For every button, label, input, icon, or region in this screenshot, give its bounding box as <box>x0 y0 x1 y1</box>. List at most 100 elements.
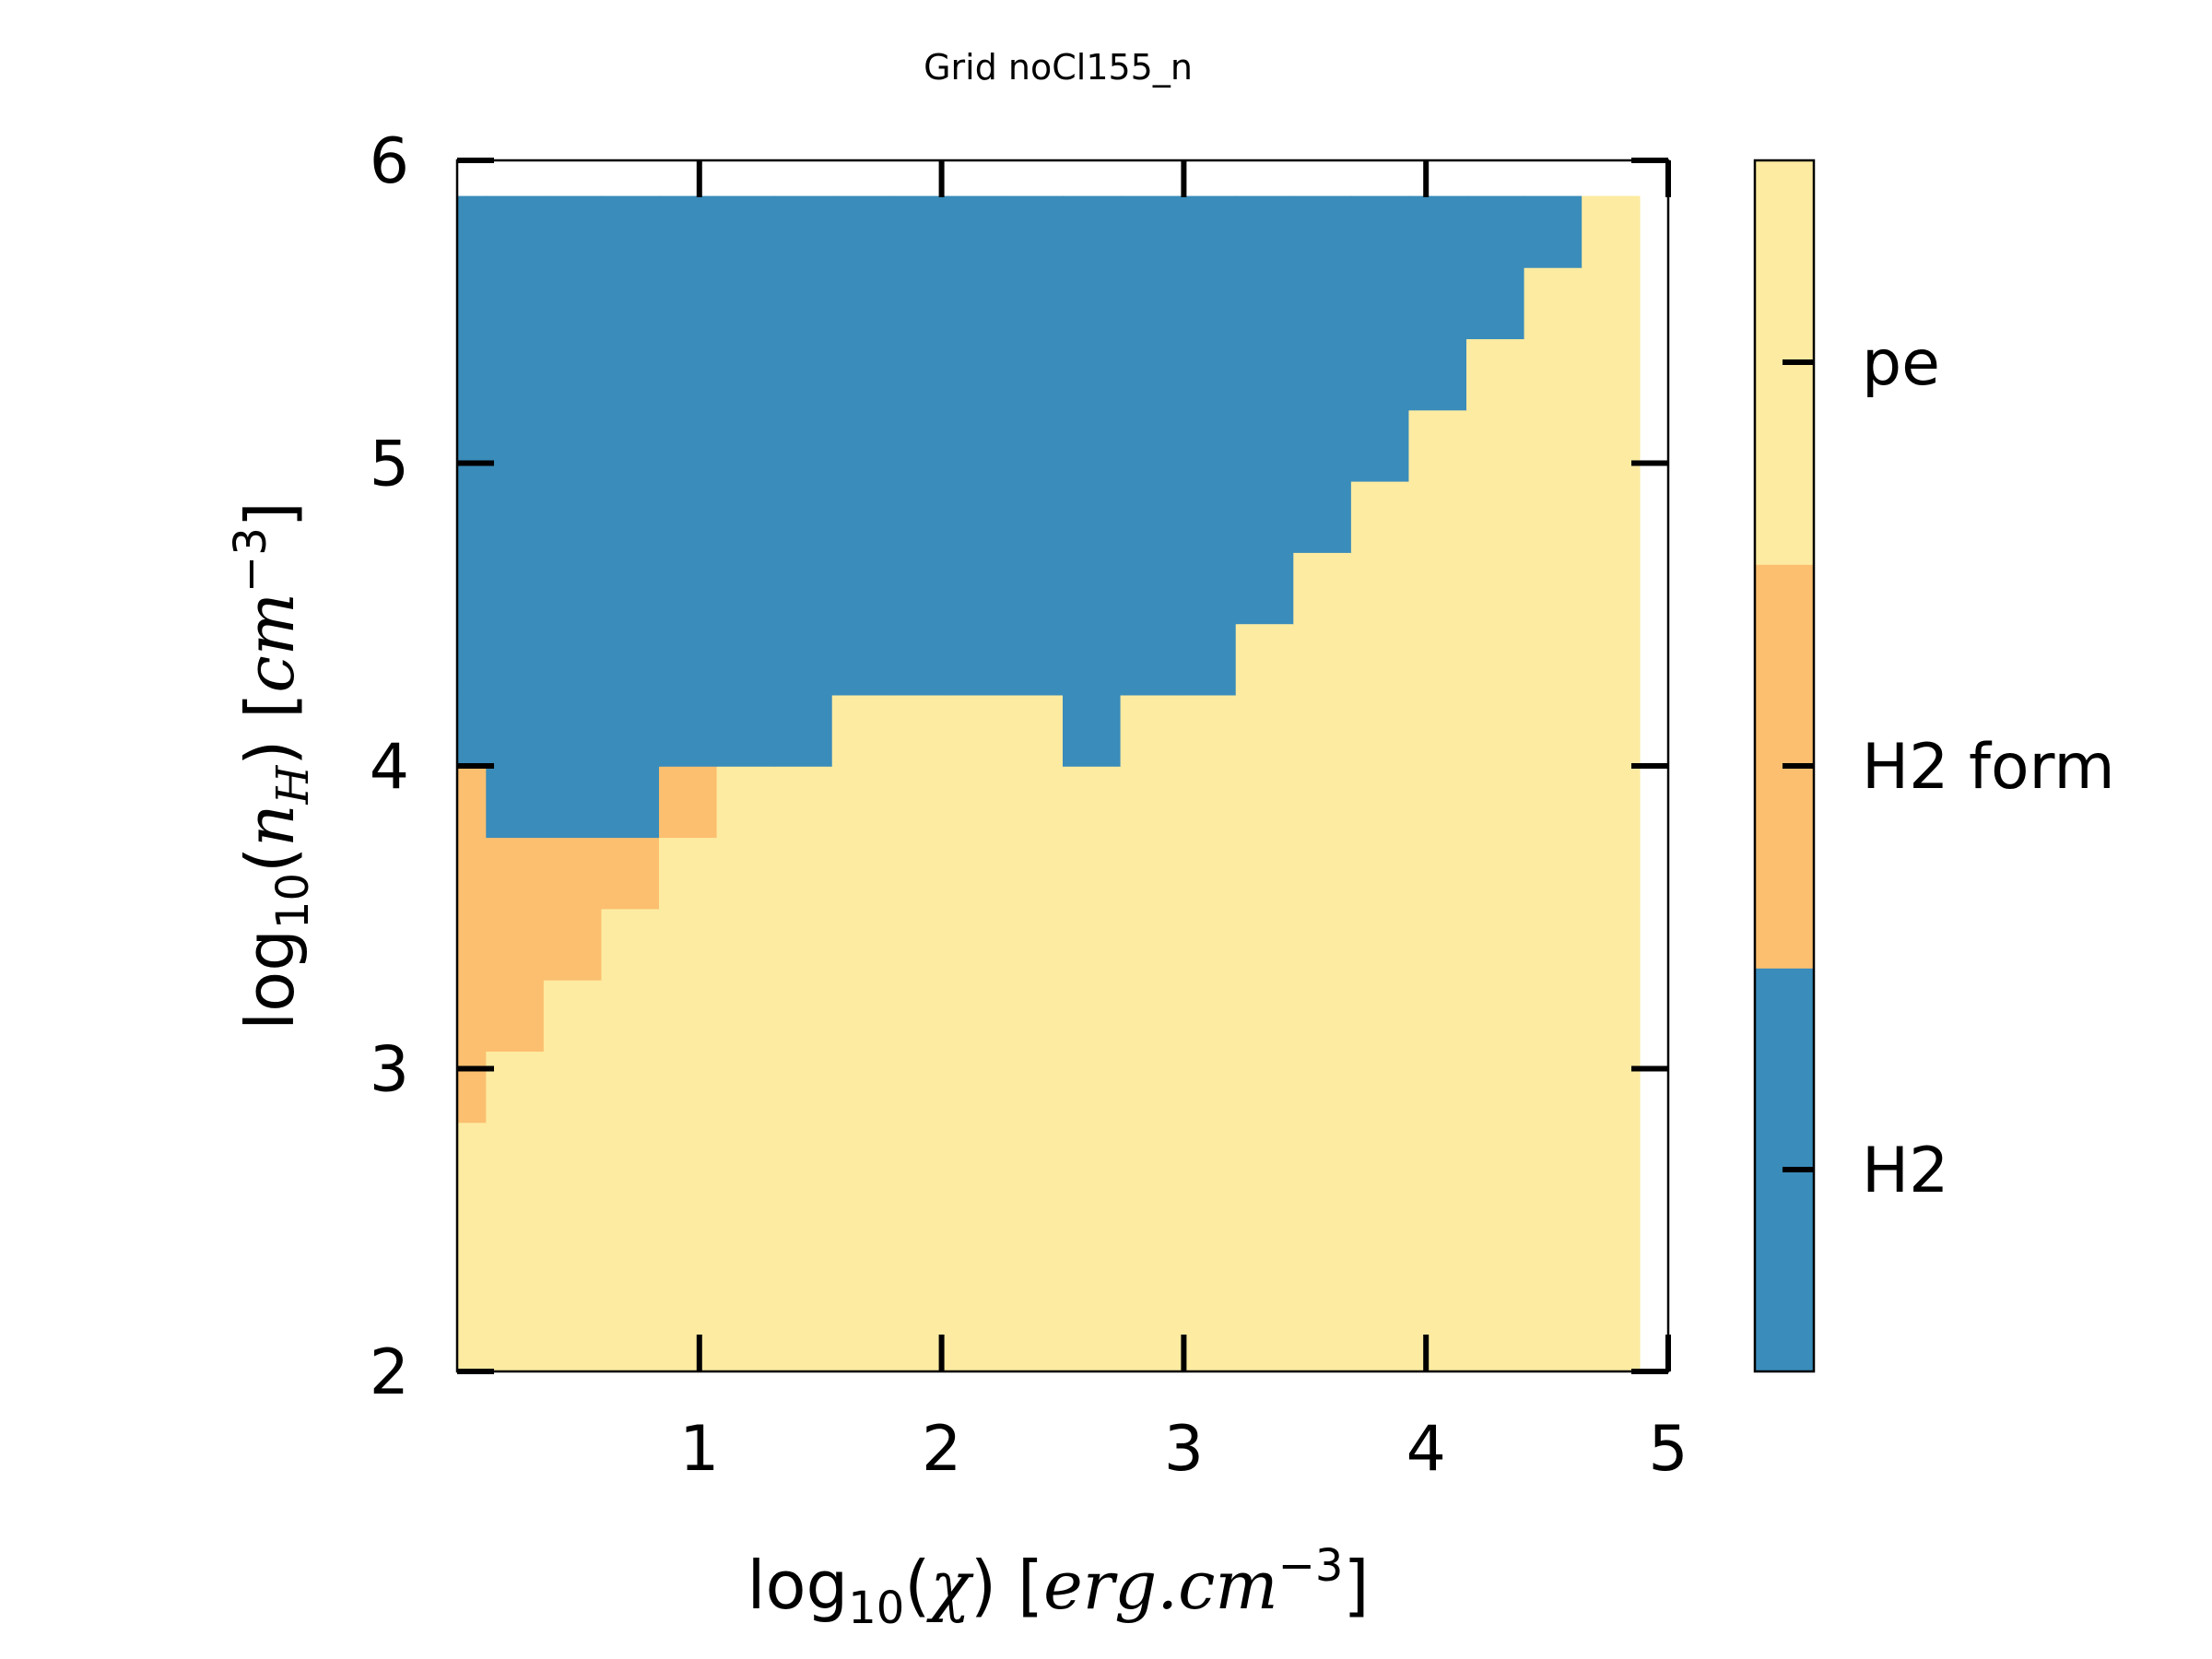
heatmap-cell <box>716 1335 775 1372</box>
heatmap-cell <box>1293 1335 1352 1372</box>
heatmap-cell <box>1120 765 1179 839</box>
heatmap-cell <box>774 765 833 839</box>
heatmap-cell <box>457 195 488 268</box>
heatmap-cell <box>1293 837 1352 910</box>
heatmap-cell <box>1293 552 1352 625</box>
heatmap-cell <box>947 552 1006 625</box>
heatmap-cell <box>947 623 1006 696</box>
heatmap-cell <box>543 623 603 696</box>
heatmap-cell <box>659 979 718 1052</box>
heatmap-cell <box>1120 1265 1179 1337</box>
heatmap-cell <box>659 266 718 340</box>
heatmap-cell <box>1524 480 1583 553</box>
heatmap-cell <box>1178 1051 1237 1124</box>
heatmap-cell <box>831 623 891 696</box>
heatmap-cell <box>774 266 833 340</box>
heatmap-cell <box>1350 694 1410 767</box>
heatmap-cell <box>1582 1193 1641 1265</box>
heatmap-cell <box>1408 409 1467 482</box>
heatmap-cell <box>716 1051 775 1124</box>
heatmap-cell <box>774 1051 833 1124</box>
heatmap-cell <box>1120 195 1179 268</box>
heatmap-cell <box>1408 765 1467 839</box>
heatmap-cell <box>486 1335 545 1372</box>
heatmap-cell <box>774 195 833 268</box>
heatmap-cell <box>716 1265 775 1337</box>
heatmap-cell <box>486 979 545 1052</box>
heatmap-cell <box>659 552 718 625</box>
heatmap-cell <box>543 1265 603 1337</box>
heatmap-cell <box>1178 1122 1237 1194</box>
heatmap-cell <box>1524 765 1583 839</box>
heatmap-cell <box>659 480 718 553</box>
heatmap-cell <box>1178 908 1237 981</box>
heatmap-cell <box>1293 1193 1352 1265</box>
heatmap-cell <box>1582 623 1641 696</box>
heatmap-cell <box>1235 266 1295 340</box>
heatmap-cell <box>1005 338 1064 411</box>
heatmap-cell <box>1005 694 1064 767</box>
x-tick-label: 2 <box>922 1413 961 1486</box>
heatmap-cell <box>1408 837 1467 910</box>
heatmap-cell <box>486 338 545 411</box>
heatmap-cell <box>1063 409 1122 482</box>
heatmap-cell <box>659 1051 718 1124</box>
heatmap-cell <box>1466 1335 1525 1372</box>
heatmap-cell <box>601 1051 660 1124</box>
heatmap-cell <box>1466 1122 1525 1194</box>
heatmap-cell <box>601 623 660 696</box>
heatmap-cell <box>1005 908 1064 981</box>
heatmap-cell <box>1293 908 1352 981</box>
heatmap-cell <box>716 266 775 340</box>
y-axis-label: log10(nH) [cm−3] <box>225 501 319 1030</box>
heatmap-cell <box>831 480 891 553</box>
heatmap-cell <box>1178 694 1237 767</box>
heatmap-cell <box>1524 409 1583 482</box>
heatmap-cell <box>889 1051 948 1124</box>
heatmap-cell <box>1063 694 1122 767</box>
heatmap-cell <box>543 195 603 268</box>
heatmap-cell <box>947 1335 1006 1372</box>
heatmap-cell <box>1466 1051 1525 1124</box>
heatmap-cell <box>1063 1335 1122 1372</box>
heatmap-cell <box>457 338 488 411</box>
colorbar: H2 H2 form pe <box>1753 159 2115 1373</box>
heatmap-cell <box>1408 266 1467 340</box>
heatmap-cell <box>1408 908 1467 981</box>
heatmap-cell <box>1466 266 1525 340</box>
heatmap-cell <box>1408 1051 1467 1124</box>
heatmap-cell <box>1120 552 1179 625</box>
heatmap-cell <box>1120 480 1179 553</box>
heatmap-cell <box>1350 195 1410 268</box>
heatmap-cell <box>1524 1122 1583 1194</box>
heatmap-cell <box>889 195 948 268</box>
heatmap-cell <box>889 409 948 482</box>
heatmap-cell <box>1235 765 1295 839</box>
heatmap-cell <box>1408 480 1467 553</box>
heatmap-cell <box>601 338 660 411</box>
heatmap-cell <box>947 1265 1006 1337</box>
heatmap-cell <box>831 1122 891 1194</box>
heatmap-cell <box>947 908 1006 981</box>
heatmap-cell <box>1466 765 1525 839</box>
heatmap-cell <box>774 1193 833 1265</box>
y-tick-labels: 2 3 4 5 6 <box>370 125 409 1409</box>
heatmap-cell <box>659 765 718 839</box>
heatmap-cell <box>543 837 603 910</box>
heatmap-cell <box>659 908 718 981</box>
heatmap-cell <box>1005 552 1064 625</box>
x-tick-label: 3 <box>1164 1413 1204 1486</box>
heatmap-cell <box>1408 623 1467 696</box>
heatmap-cell <box>1235 195 1295 268</box>
heatmap-cell <box>1235 694 1295 767</box>
heatmap-cell <box>659 837 718 910</box>
heatmap-cell <box>1063 266 1122 340</box>
heatmap-cell <box>889 552 948 625</box>
heatmap-cell <box>601 552 660 625</box>
heatmap-cell <box>1235 552 1295 625</box>
heatmap-cell <box>1350 480 1410 553</box>
heatmap-cell <box>457 979 488 1052</box>
heatmap-cell <box>1350 908 1410 981</box>
heatmap-cell <box>1582 195 1641 268</box>
